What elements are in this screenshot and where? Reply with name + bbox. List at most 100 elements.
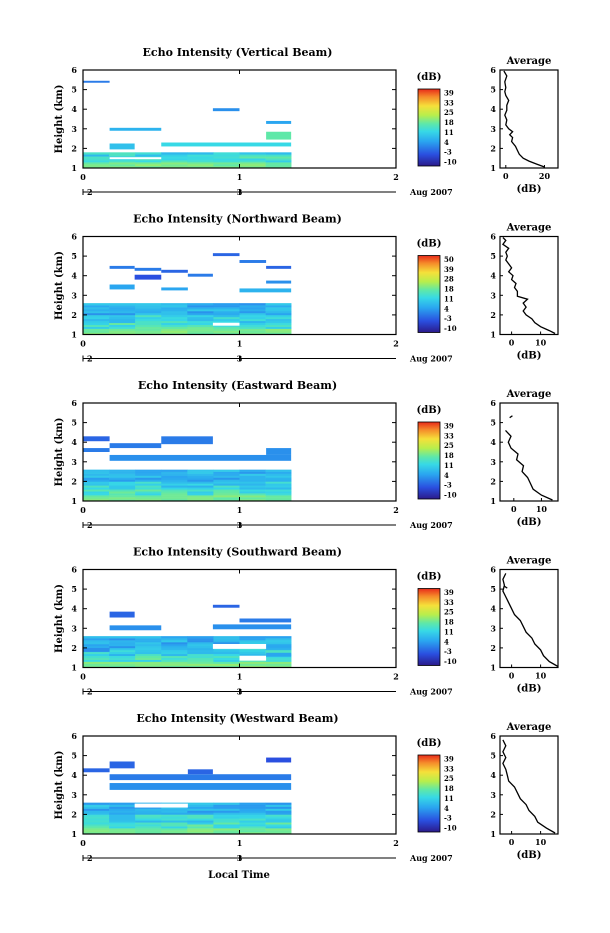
heatmap-cell xyxy=(83,320,110,324)
heatmap-cell xyxy=(239,314,266,318)
heatmap-cell xyxy=(109,318,136,322)
heatmap-cell xyxy=(265,310,292,314)
heatmap-cell xyxy=(135,469,162,472)
avg-x-tick-label: 10 xyxy=(536,504,548,514)
heatmap-cell xyxy=(109,659,136,662)
heatmap-cell xyxy=(83,307,110,310)
heatmap-cell xyxy=(109,483,136,486)
average-profile-fragment xyxy=(509,415,513,419)
heatmap-cell xyxy=(265,826,292,829)
heatmap-cell xyxy=(239,303,266,306)
average-profile-line xyxy=(503,70,545,168)
heatmap-cell xyxy=(213,166,240,169)
heatmap-block xyxy=(109,611,135,618)
heatmap-cell xyxy=(239,499,266,502)
colorbar-unit: (dB) xyxy=(417,572,442,583)
heatmap-cell xyxy=(187,804,214,807)
heatmap-cell xyxy=(161,645,188,649)
heatmap-cell xyxy=(83,324,110,327)
y-tick-label: 4 xyxy=(71,271,77,281)
heatmap-cell xyxy=(109,643,136,647)
heatmap-cell xyxy=(135,645,162,649)
avg-x-tick-label: 0 xyxy=(509,671,515,681)
heatmap-cell xyxy=(161,499,188,502)
heatmap-cell xyxy=(187,320,214,324)
heatmap-cell xyxy=(83,309,110,312)
heatmap-cell xyxy=(161,495,188,498)
heatmap-cell xyxy=(161,162,188,165)
heatmap-cell xyxy=(83,469,110,472)
heatmap-cell xyxy=(83,636,110,639)
heatmap-cell xyxy=(135,485,162,488)
heatmap-cell xyxy=(213,312,240,316)
heatmap-cell xyxy=(83,802,110,805)
heatmap-cell xyxy=(109,808,136,811)
heatmap-block xyxy=(109,443,162,449)
heatmap-cell xyxy=(135,305,162,308)
heatmap-cell xyxy=(187,485,214,488)
y-tick-label: 4 xyxy=(71,437,77,447)
avg-y-tick-label: 1 xyxy=(490,330,496,340)
heatmap-cell xyxy=(187,318,214,322)
heatmap-cell xyxy=(109,653,136,657)
heatmap-cell xyxy=(265,499,292,502)
heatmap-cell xyxy=(161,160,188,163)
heatmap-cell xyxy=(213,818,240,821)
avg-x-tick-label: 10 xyxy=(535,338,547,348)
heatmap-cell xyxy=(83,653,110,657)
heatmap-cell xyxy=(239,806,266,809)
heatmap-block xyxy=(161,436,213,445)
heatmap-cell xyxy=(161,320,188,324)
heatmap-cell xyxy=(239,491,266,494)
heatmap-cell xyxy=(265,332,292,335)
heatmap-cell xyxy=(239,485,266,488)
heatmap-cell xyxy=(83,804,110,807)
date-axis-label: Aug 2007 xyxy=(409,520,453,530)
heatmap-cell xyxy=(239,642,266,645)
heatmap-block xyxy=(161,142,292,147)
heatmap-cell xyxy=(265,322,292,325)
heatmap-cell xyxy=(161,156,188,159)
heatmap-cell xyxy=(239,665,266,668)
heatmap-cell xyxy=(135,663,162,666)
heatmap-cell xyxy=(135,310,162,314)
heatmap-cell xyxy=(109,491,136,494)
heatmap-cell xyxy=(239,158,266,161)
heatmap-cell xyxy=(239,326,266,329)
heatmap-block xyxy=(187,273,213,277)
heatmap-cell xyxy=(239,493,266,496)
heatmap-cell xyxy=(265,830,292,833)
heatmap-cell xyxy=(187,307,214,310)
colorbar-tick-label: 4 xyxy=(444,804,449,813)
heatmap-cell xyxy=(265,485,292,488)
y-tick-label: 1 xyxy=(71,829,77,839)
heatmap-cell xyxy=(109,469,136,472)
heatmap-cell xyxy=(265,643,292,647)
heatmap-cell xyxy=(109,303,136,306)
heatmap-cell xyxy=(265,659,292,662)
average-frame xyxy=(499,735,559,835)
heatmap-cell xyxy=(83,489,110,492)
heatmap-cell xyxy=(265,471,292,474)
heatmap-block xyxy=(109,265,135,269)
y-axis-label: Height (km) xyxy=(54,418,65,487)
heatmap-cell xyxy=(109,806,136,809)
heatmap-cell xyxy=(135,316,162,320)
heatmap-cell xyxy=(213,154,240,157)
x-tick-label: 0 xyxy=(80,505,86,515)
heatmap-cell xyxy=(187,665,214,668)
heatmap-cell xyxy=(213,481,240,484)
heatmap-cell xyxy=(83,318,110,322)
heatmap-cell xyxy=(187,330,214,333)
heatmap-cell xyxy=(83,655,110,658)
heatmap-cell xyxy=(109,816,136,819)
heatmap-cell xyxy=(109,162,136,165)
panel-title: Echo Intensity (Westward Beam) xyxy=(136,712,338,725)
heatmap-cell xyxy=(83,495,110,498)
colorbar-tick-label: 39 xyxy=(444,755,454,764)
heatmap-cell xyxy=(213,806,240,809)
heatmap-cell xyxy=(109,499,136,502)
avg-y-tick-label: 2 xyxy=(490,310,496,320)
heatmap-cell xyxy=(187,653,214,657)
heatmap-cell xyxy=(265,152,292,155)
